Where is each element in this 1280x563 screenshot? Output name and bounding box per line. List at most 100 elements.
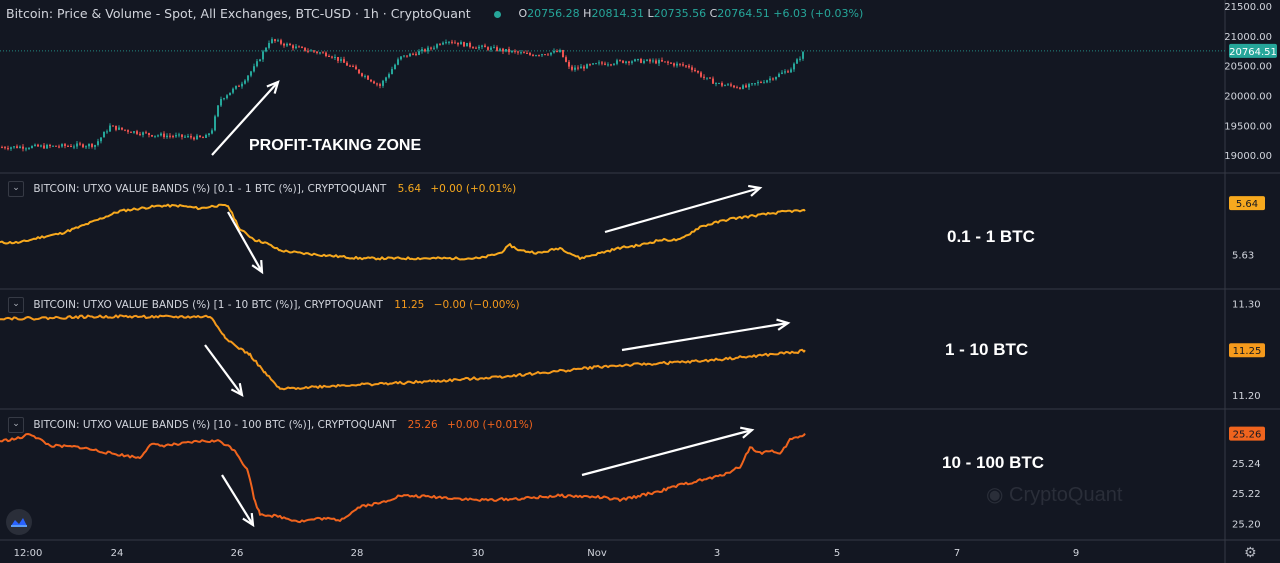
value-tick-label: 11.20 [1232,391,1261,402]
candle-body [454,42,456,44]
value-tick-label: 11.30 [1232,300,1261,311]
candle-body [256,61,258,67]
last-price-tag-label: 20764.51 [1229,47,1277,58]
candle-body [709,77,711,79]
time-tick-label: 24 [111,548,124,559]
candle-body [703,76,705,78]
candle-body [112,125,114,127]
candle-body [184,136,186,138]
candle-body [448,41,450,43]
candle-body [352,66,354,68]
candle-body [16,146,18,149]
candle-body [181,134,183,137]
candle-body [754,83,756,85]
value-tag-2 [1229,343,1265,358]
candle-body [781,72,783,74]
candle-body [769,78,771,81]
value-tag-label-3: 25.26 [1233,430,1262,441]
candle-body [535,55,537,57]
candle-body [391,69,393,75]
candle-body [499,48,501,51]
candle-body [553,50,555,53]
cryptoquant-logo-icon[interactable] [6,509,32,535]
candle-body [445,42,447,44]
candle-body [286,43,288,46]
candle-body [334,56,336,58]
price-tick-label: 20500.00 [1224,62,1272,73]
candle-body [142,132,144,135]
candle-body [778,73,780,77]
candle-body [388,74,390,78]
pane-3-value: 25.26 [407,419,438,431]
value-tick-label: 25.20 [1232,519,1261,530]
candle-body [457,42,459,45]
candle-body [259,59,261,62]
candle-body [793,63,795,70]
candle-body [481,45,483,47]
candle-body [85,146,87,148]
candle-body [202,137,204,139]
candle-body [685,65,687,67]
chevron-down-icon[interactable]: ⌄ [8,417,24,433]
candle-body [37,144,39,147]
gear-icon[interactable]: ⚙ [1244,545,1257,561]
candle-body [325,52,327,57]
candle-body [775,76,777,80]
profit-taking-annotation: PROFIT-TAKING ZONE [249,137,422,154]
candle-body [799,58,801,60]
candle-body [139,133,141,135]
candle-body [466,42,468,47]
candle-body [616,60,618,64]
candle-body [451,41,453,43]
candle-body [157,135,159,137]
candle-body [187,136,189,138]
candle-body [523,52,525,54]
candle-body [127,130,129,132]
candle-body [652,60,654,62]
chevron-down-icon[interactable]: ⌄ [8,181,24,197]
candle-body [1,147,3,149]
down-arrow-band-3-head [242,512,255,528]
candle-body [385,77,387,81]
candle-body [40,145,42,147]
candle-body [430,47,432,49]
band-1-annotation: 0.1 - 1 BTC [947,227,1035,246]
time-tick-label: 26 [231,548,244,559]
candle-body [733,85,735,88]
chevron-down-icon[interactable]: ⌄ [8,297,24,313]
watermark: ◉ CryptoQuant [986,484,1123,506]
candle-body [151,135,153,137]
candle-body [520,52,522,54]
candle-body [340,59,342,61]
candle-body [367,75,369,80]
time-tick-label: Nov [587,548,607,559]
candle-body [700,72,702,77]
up-arrow-band-1 [604,186,761,234]
candle-body [649,59,651,62]
candle-body [541,54,543,56]
candle-body [319,52,321,54]
candle-body [361,73,363,76]
candle-body [529,53,531,55]
candle-body [301,46,303,48]
candle-body [175,135,177,137]
candle-body [628,61,630,63]
candle-body [436,44,438,48]
candle-body [217,105,219,117]
candle-body [235,85,237,89]
candle-body [772,78,774,80]
candle-body [229,92,231,96]
time-tick-label: 7 [954,548,960,559]
candle-body [190,136,192,138]
candle-body [433,47,435,49]
up-arrow-band-1-head [747,184,763,197]
candle-body [634,59,636,62]
candle-body [22,146,24,149]
down-arrow-band-1 [227,211,263,273]
candle-body [472,46,474,48]
price-tick-label: 20000.00 [1224,91,1272,102]
candle-body [100,137,102,142]
candle-body [295,46,297,49]
